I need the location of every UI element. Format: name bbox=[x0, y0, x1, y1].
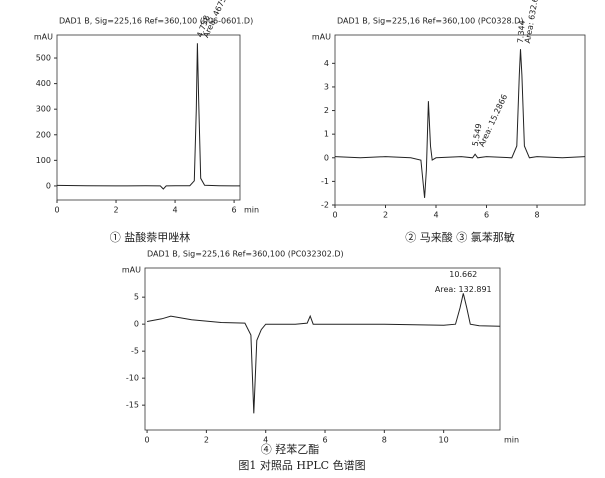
x-axis-label: min bbox=[504, 436, 519, 445]
y-axis-label: mAU bbox=[34, 33, 53, 42]
plot-frame bbox=[56, 34, 241, 201]
chromatogram-trace bbox=[334, 49, 586, 198]
y-tick-label: 300 bbox=[36, 105, 51, 114]
x-tick-label: 6 bbox=[484, 211, 489, 220]
y-tick-label: 100 bbox=[36, 156, 51, 165]
x-tick-label: 2 bbox=[204, 436, 209, 445]
x-tick-label: 8 bbox=[534, 211, 539, 220]
plot-frame bbox=[144, 267, 501, 431]
y-tick-label: 200 bbox=[36, 130, 51, 139]
y-tick-label: -2 bbox=[321, 201, 329, 210]
x-tick-label: 0 bbox=[54, 206, 59, 215]
x-tick-label: 4 bbox=[263, 436, 268, 445]
x-tick-label: 0 bbox=[332, 211, 337, 220]
y-tick-label: 5 bbox=[134, 293, 139, 302]
y-tick-label: 0 bbox=[324, 153, 329, 162]
chromatogram-trace bbox=[56, 43, 240, 190]
x-tick-label: 8 bbox=[382, 436, 387, 445]
y-tick-label: -10 bbox=[126, 374, 139, 383]
y-axis-label: mAU bbox=[122, 266, 141, 275]
chart-title: DAD1 B, Sig=225,16 Ref=360,100 (006-0601… bbox=[59, 17, 253, 26]
y-tick-label: 2 bbox=[324, 106, 329, 115]
peak-annotation: Area: 15.2866 bbox=[477, 93, 509, 148]
chart-title: DAD1 B, Sig=225,16 Ref=360,100 (PC0328.D… bbox=[337, 17, 523, 26]
y-tick-label: 1 bbox=[324, 130, 329, 139]
x-tick-label: 10 bbox=[439, 436, 449, 445]
peak-annotation: 10.662 bbox=[449, 270, 477, 279]
chart-caption: ④ 羟苯乙酯 bbox=[261, 442, 320, 456]
x-tick-label: 2 bbox=[113, 206, 118, 215]
y-tick-label: -5 bbox=[131, 347, 139, 356]
y-tick-label: 3 bbox=[324, 82, 329, 91]
y-tick-label: 400 bbox=[36, 79, 51, 88]
chart-title: DAD1 B, Sig=225,16 Ref=360,100 (PC032302… bbox=[147, 250, 344, 259]
x-tick-label: 0 bbox=[145, 436, 150, 445]
chart-caption: ② 马来酸 ③ 氯苯那敏 bbox=[405, 230, 515, 244]
y-tick-label: -15 bbox=[126, 401, 139, 410]
chart-caption: ① 盐酸萘甲唑林 bbox=[110, 230, 191, 244]
y-tick-label: -1 bbox=[321, 177, 329, 186]
y-tick-label: 0 bbox=[134, 320, 139, 329]
x-axis-label: min bbox=[244, 206, 259, 215]
peak-annotation: Area: 132.891 bbox=[435, 285, 492, 294]
y-tick-label: 500 bbox=[36, 54, 51, 63]
y-tick-label: 4 bbox=[324, 59, 329, 68]
plot-frame bbox=[334, 34, 586, 206]
peak-annotation: 5.549 bbox=[471, 123, 484, 147]
x-tick-label: 2 bbox=[383, 211, 388, 220]
x-tick-label: 4 bbox=[433, 211, 438, 220]
chromatogram-trace bbox=[147, 293, 501, 414]
x-tick-label: 4 bbox=[173, 206, 178, 215]
x-tick-label: 6 bbox=[322, 436, 327, 445]
x-tick-label: 6 bbox=[232, 206, 237, 215]
y-axis-label: mAU bbox=[312, 33, 331, 42]
figure-caption: 图1 对照品 HPLC 色谱图 bbox=[238, 458, 365, 472]
peak-annotation: 7.344 bbox=[516, 20, 527, 44]
y-tick-label: 0 bbox=[46, 181, 51, 190]
